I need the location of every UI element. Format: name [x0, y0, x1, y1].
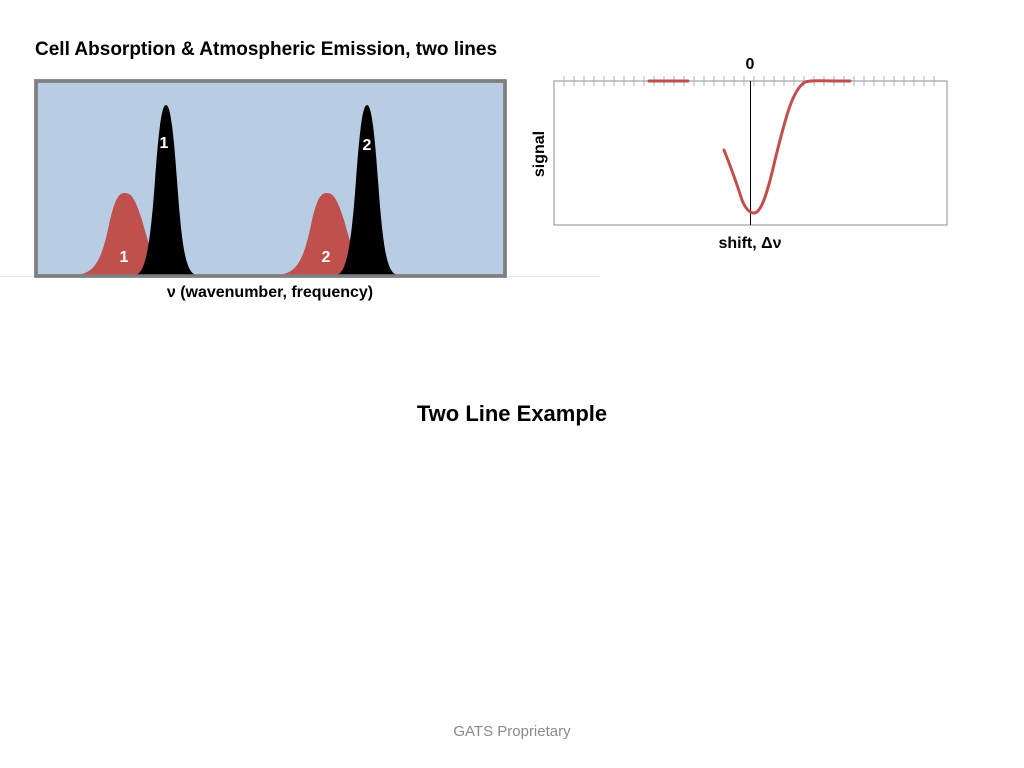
spectrum-x-axis-label: ν (wavenumber, frequency) [166, 284, 374, 301]
slide-title: Two Line Example [416, 401, 608, 426]
emission-line-1-label: 1 [120, 249, 129, 266]
signal-y-axis-label: signal [531, 131, 548, 177]
cell-line-2-label: 2 [363, 137, 372, 154]
left-panel-title: Cell Absorption & Atmospheric Emission, … [35, 39, 498, 60]
cell-line-1-label: 1 [160, 135, 169, 152]
emission-line-2-label: 2 [322, 249, 331, 266]
zero-label: 0 [746, 56, 755, 73]
signal-curve [647, 79, 852, 215]
spectrum-frame [34, 79, 507, 278]
shift-x-axis-label: shift, Δν [718, 235, 781, 252]
cell-absorption-line-2 [336, 105, 398, 275]
footer-text: GATS Proprietary [453, 723, 571, 740]
shift-signal-plot: 0 signal shift, Δν [531, 56, 948, 252]
spectrum-panel: 1 1 2 2 [0, 79, 600, 278]
cell-absorption-line-1 [135, 105, 197, 275]
